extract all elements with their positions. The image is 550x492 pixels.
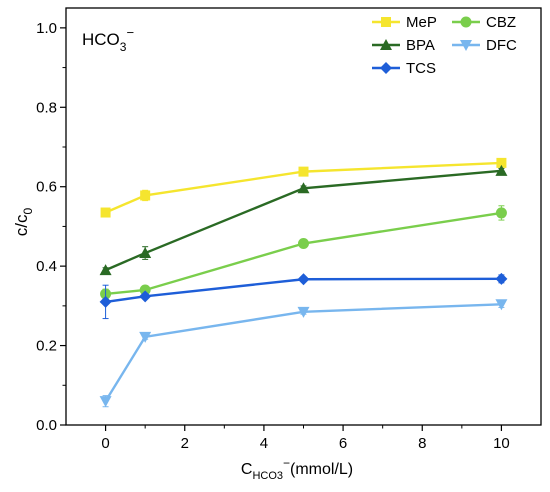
data-point-mep <box>496 157 507 168</box>
legend-marker-dfc <box>460 40 472 51</box>
chart-annotation: HCO3− <box>82 25 134 54</box>
legend-item-dfc: DFC <box>452 37 517 54</box>
data-point-tcs <box>139 290 152 303</box>
x-tick-label: 10 <box>493 435 510 452</box>
data-point-bpa <box>99 264 112 276</box>
series-line-mep <box>105 161 502 214</box>
x-tick-label: 6 <box>339 435 347 452</box>
legend: MeP CBZ BPA DFC TCS <box>372 14 517 77</box>
x-axis-title-tail: (mmol/L) <box>290 461 353 478</box>
legend-marker-tcs <box>380 62 392 74</box>
data-point-cbz <box>495 207 507 219</box>
series-bpa <box>99 164 508 276</box>
data-point-bpa <box>297 182 310 194</box>
annotation-sub: 3 <box>120 40 127 54</box>
annotation-base: HCO <box>82 30 120 49</box>
series-dfc <box>99 299 508 408</box>
x-axis-title-sub: HCO3 <box>252 470 283 482</box>
data-point-bpa <box>139 247 152 259</box>
series-cbz <box>100 205 507 300</box>
legend-item-mep: MeP <box>372 14 437 31</box>
series-mep <box>100 157 507 218</box>
data-point-dfc <box>495 299 508 311</box>
x-axis-title: CHCO3−(mmol/L) <box>241 456 353 482</box>
data-point-tcs <box>297 273 310 286</box>
plot-frame <box>65 7 542 426</box>
legend-marker-mep <box>381 17 391 27</box>
legend-marker-bpa <box>380 39 392 50</box>
y-axis-title-sub: 0 <box>21 207 35 214</box>
x-tick-label: 0 <box>101 435 109 452</box>
legend-label-cbz: CBZ <box>486 14 516 31</box>
x-tick-label: 8 <box>418 435 426 452</box>
y-tick-label: 1.0 <box>36 20 57 37</box>
series-line-tcs <box>105 277 502 304</box>
x-axis-title-sup: − <box>283 456 290 470</box>
legend-label-bpa: BPA <box>406 37 435 54</box>
axes: 0 2 4 6 8 10 0.0 0.2 0.4 0.6 0.8 1.0 <box>36 7 542 452</box>
data-point-mep <box>100 207 111 218</box>
legend-label-tcs: TCS <box>406 60 436 77</box>
legend-label-dfc: DFC <box>486 37 517 54</box>
y-tick-label: 0.4 <box>36 258 57 275</box>
series-tcs <box>99 272 508 320</box>
series-line-bpa <box>105 169 502 272</box>
legend-item-cbz: CBZ <box>452 14 516 31</box>
y-axis-title-base: c/c <box>12 214 31 236</box>
y-tick-label: 0.0 <box>36 417 57 434</box>
y-tick-label: 0.6 <box>36 179 57 196</box>
data-point-cbz <box>298 238 309 250</box>
legend-marker-cbz <box>460 16 472 28</box>
legend-label-mep: MeP <box>406 14 437 31</box>
x-tick-label: 4 <box>260 435 268 452</box>
x-axis-title-base: C <box>241 461 253 478</box>
data-point-cbz <box>139 284 151 296</box>
data-point-dfc <box>297 306 310 318</box>
x-tick-label: 2 <box>181 435 189 452</box>
data-point-mep <box>140 190 151 201</box>
data-point-dfc <box>99 396 112 408</box>
series-line-cbz <box>105 211 502 296</box>
legend-item-tcs: TCS <box>372 60 436 77</box>
plot-area <box>99 157 508 408</box>
data-point-tcs <box>99 295 112 308</box>
y-tick-label: 0.8 <box>36 99 57 116</box>
data-point-tcs <box>495 272 508 285</box>
series-line-dfc <box>104 303 502 402</box>
legend-item-bpa: BPA <box>372 37 435 54</box>
y-axis-title: c/c0 <box>12 207 35 236</box>
data-point-mep <box>298 166 309 177</box>
data-point-bpa <box>495 164 508 176</box>
y-tick-label: 0.2 <box>36 338 57 355</box>
data-point-dfc <box>139 331 152 343</box>
annotation-sup: − <box>126 25 134 40</box>
